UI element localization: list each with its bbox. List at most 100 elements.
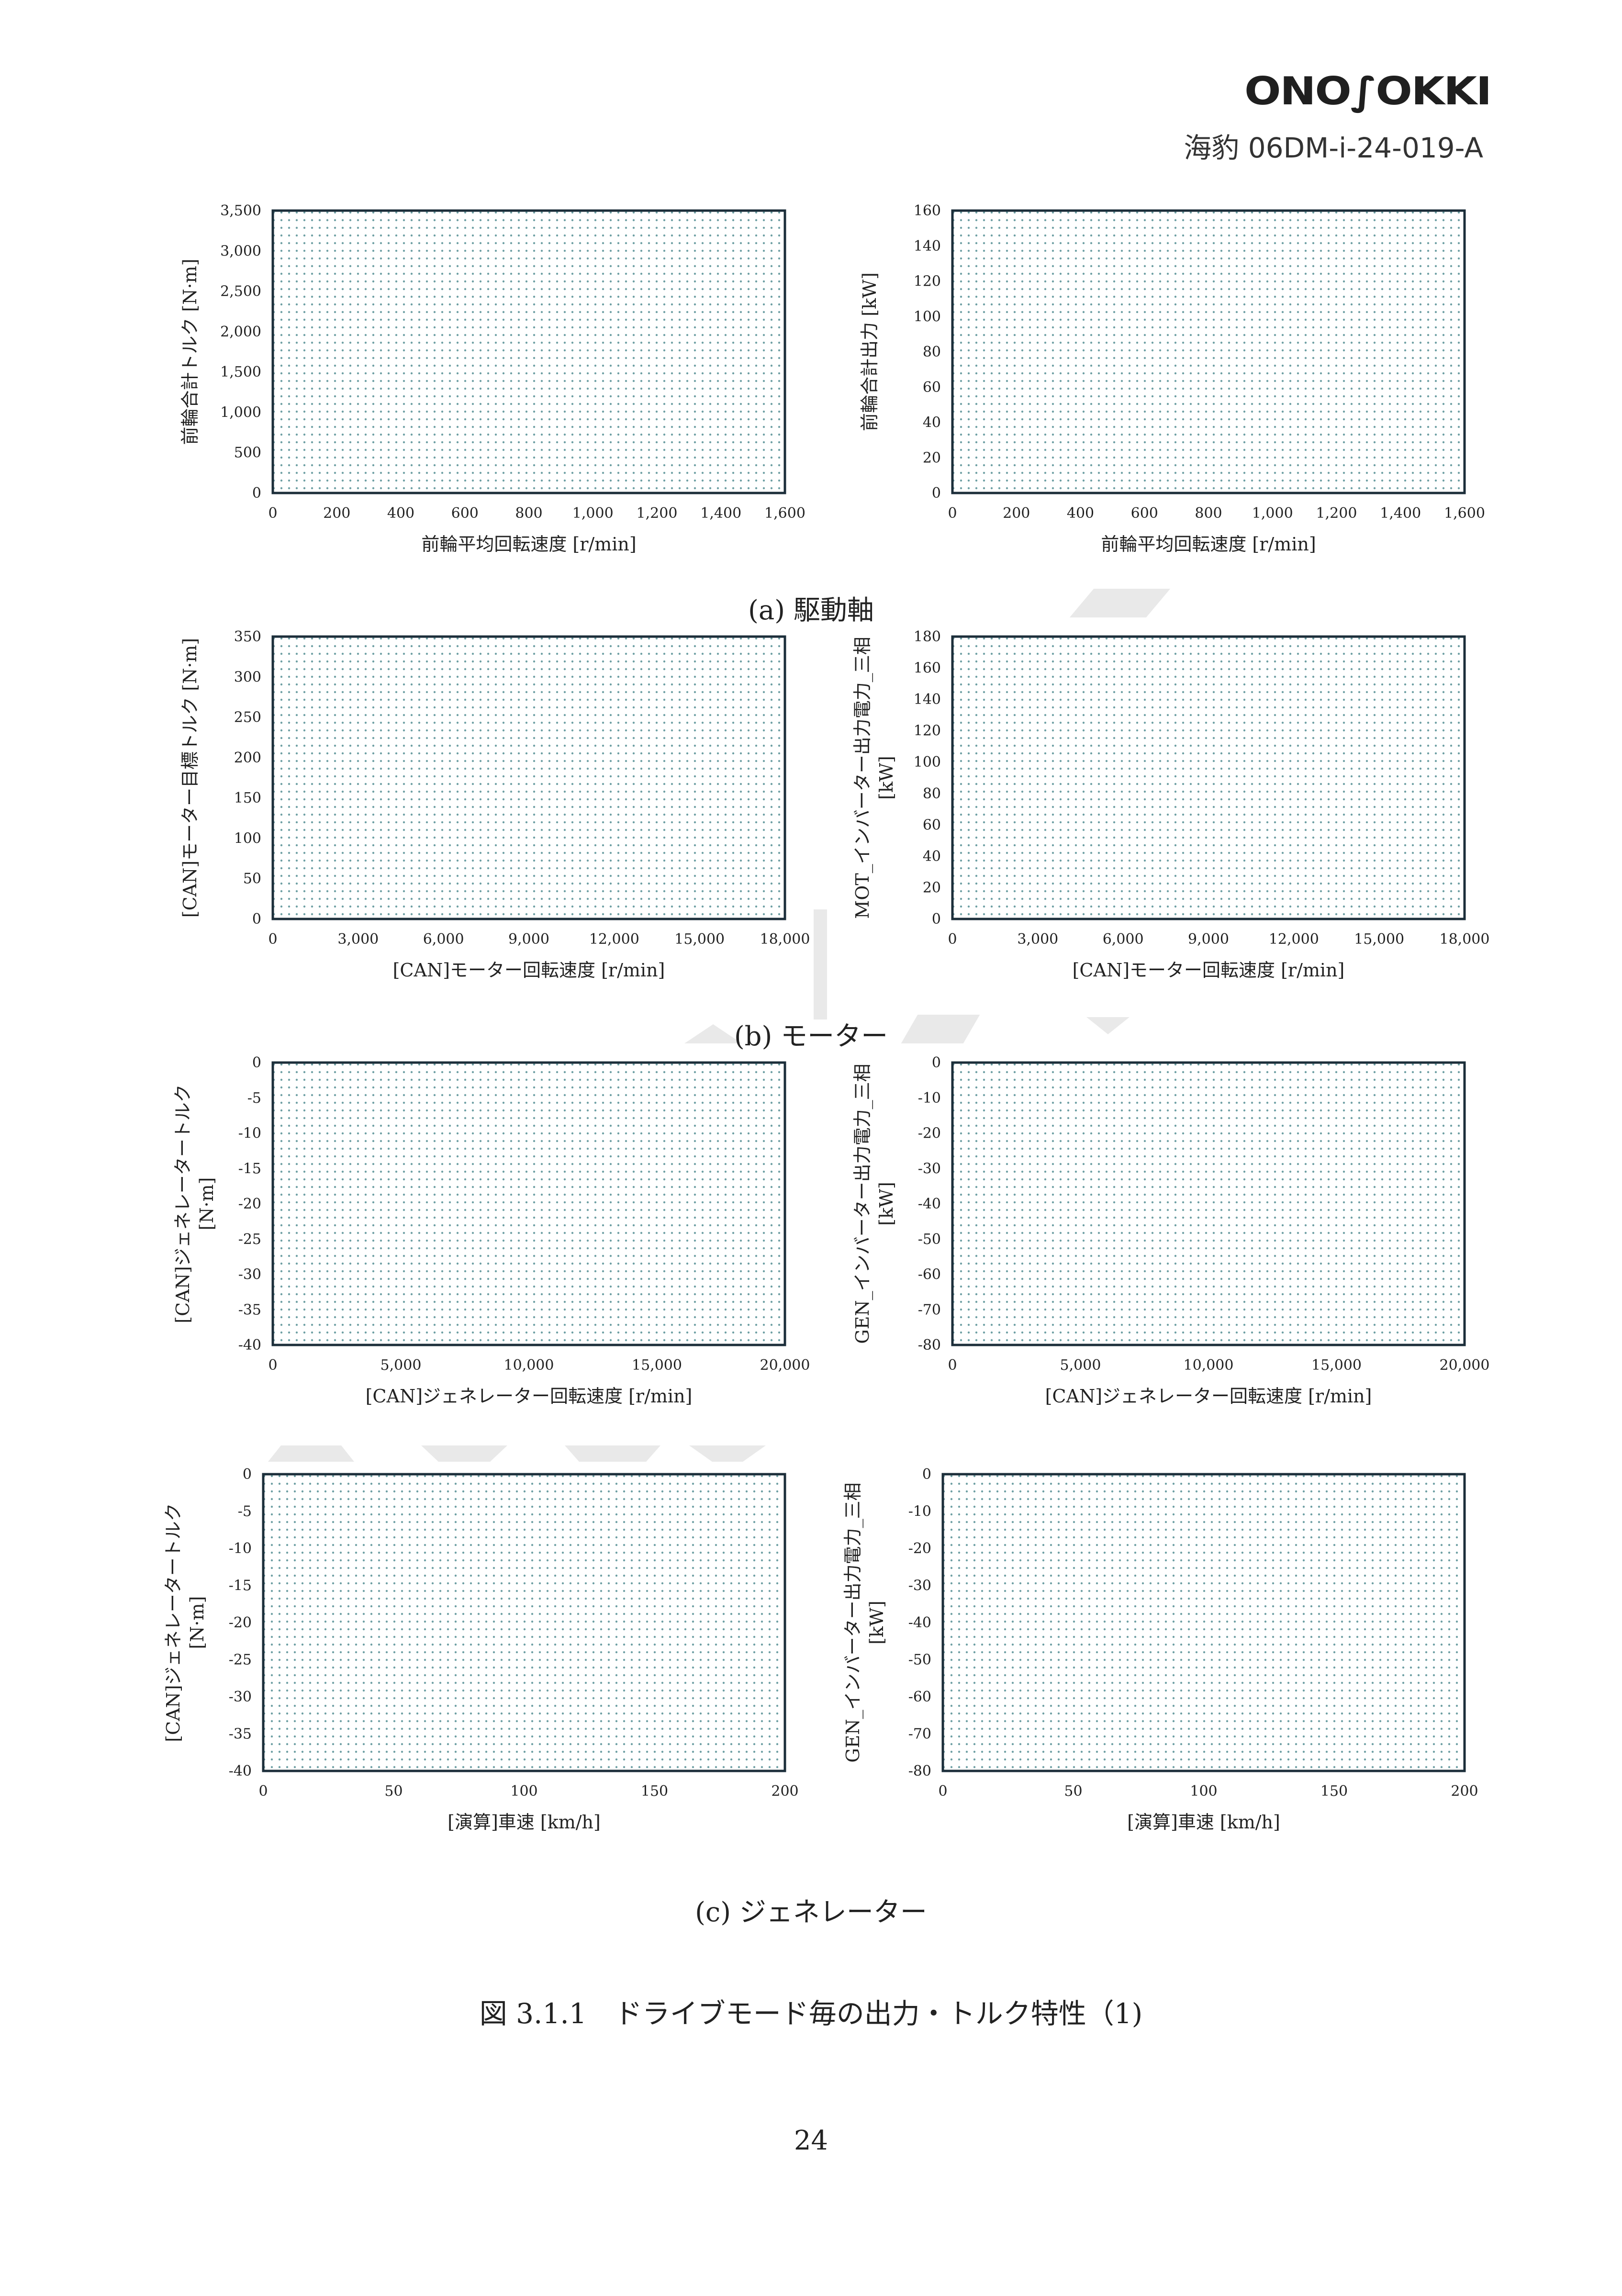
watermark-fragment	[565, 1445, 660, 1462]
y-tick-label: 150	[234, 790, 261, 806]
plot-area	[952, 211, 1465, 493]
y-tick-label: -60	[918, 1266, 941, 1283]
x-tick-label: 1,400	[700, 505, 741, 522]
y-tick-label: -80	[918, 1337, 941, 1354]
x-tick-label: 15,000	[674, 931, 725, 948]
y-axis-unit: [kW]	[866, 1601, 887, 1645]
chart-generator-torque-speed: 0 50 100 150 200 -40 -35 -30 -25 -20 -15 -10 -5 0 [演算]…	[153, 1465, 814, 1843]
x-tick-label: 3,000	[1017, 931, 1058, 948]
y-tick-label: 160	[914, 202, 941, 219]
chart-svg: 0 50 100 150 200 -80 -70 -60 -50 -40 -30 -20 -10 0 [演算…	[842, 1466, 1478, 1833]
y-tick-label: 100	[234, 830, 261, 847]
y-tick-label: 60	[923, 817, 941, 833]
y-tick-label: 0	[252, 485, 261, 502]
x-tick-label: 800	[515, 505, 542, 522]
watermark-fragment	[421, 1445, 507, 1462]
x-tick-label: 200	[771, 1783, 798, 1800]
y-tick-label: -15	[229, 1578, 252, 1594]
y-tick-label: 140	[914, 238, 941, 255]
x-tick-label: 100	[510, 1783, 537, 1800]
x-tick-label: 15,000	[632, 1357, 682, 1374]
y-axis-label: 前輪合計出力 [kW]	[859, 272, 880, 431]
x-tick-label: 15,000	[1354, 931, 1404, 948]
x-tick-label: 3,000	[337, 931, 379, 948]
x-tick-label: 1,600	[1444, 505, 1485, 522]
y-tick-label: 3,500	[220, 202, 261, 219]
plot-area	[273, 637, 785, 919]
svg-text:ONO∫OKKI: ONO∫OKKI	[1244, 69, 1491, 113]
y-tick-label: -60	[908, 1689, 931, 1705]
x-tick-label: 0	[938, 1783, 947, 1800]
x-tick-label: 9,000	[508, 931, 549, 948]
y-tick-label: -30	[908, 1578, 931, 1594]
x-tick-label: 20,000	[1440, 1357, 1490, 1374]
x-tick-label: 12,000	[589, 931, 639, 948]
y-tick-label: -40	[229, 1763, 252, 1780]
y-tick-label: -30	[918, 1160, 941, 1177]
y-tick-label: 100	[914, 754, 941, 771]
y-axis-unit: [N·m]	[196, 1177, 217, 1230]
x-tick-label: 10,000	[1184, 1357, 1234, 1374]
chart-svg: 0 50 100 150 200 -40 -35 -30 -25 -20 -15 -10 -5 0 [演算]…	[163, 1466, 799, 1833]
x-tick-label: 1,000	[1252, 505, 1293, 522]
y-tick-label: -15	[238, 1160, 261, 1177]
y-tick-label: 80	[923, 344, 941, 360]
x-axis-label: [CAN]モーター回転速度 [r/min]	[393, 960, 665, 981]
y-tick-label: -50	[908, 1652, 931, 1669]
y-tick-label: 0	[932, 911, 941, 928]
chart-generator-torque-rpm: 0 5,000 10,000 15,000 20,000 -40 -35 -30 -25 -20 -…	[163, 1053, 814, 1417]
x-tick-label: 0	[268, 1357, 277, 1374]
y-tick-label: -10	[229, 1540, 252, 1557]
y-axis-unit: [N·m]	[187, 1596, 208, 1649]
x-tick-label: 0	[268, 931, 277, 948]
caption-generator: (c) ジェネレーター	[695, 1897, 927, 1928]
x-tick-label: 6,000	[423, 931, 464, 948]
y-tick-label: 100	[914, 308, 941, 325]
y-tick-label: -25	[238, 1231, 261, 1248]
x-tick-label: 1,600	[764, 505, 805, 522]
y-tick-label: 60	[923, 379, 941, 396]
caption-drive-shaft: (a) 駆動軸	[748, 595, 874, 626]
plot-frame	[271, 635, 786, 920]
x-axis-label: 前輪平均回転速度 [r/min]	[1101, 534, 1316, 555]
chart-generator-power-rpm: 0 5,000 10,000 15,000 20,000 -80 -70 -60 -50 -40 -…	[842, 1053, 1493, 1417]
caption-motor: (b) モーター	[734, 1021, 888, 1052]
y-tick-label: 40	[923, 848, 941, 865]
y-tick-label: -20	[908, 1540, 931, 1557]
y-tick-label: 250	[234, 709, 261, 726]
y-axis-label: GEN_インバーター出力電力_三相	[842, 1482, 864, 1762]
chart-motor-torque: 0 3,000 6,000 9,000 12,000 15,000 18,000 0 50 100…	[163, 627, 814, 991]
x-axis-label: [CAN]ジェネレーター回転速度 [r/min]	[1045, 1386, 1372, 1407]
y-axis-label: 前輪合計トルク [N·m]	[179, 258, 201, 445]
x-axis-label: [CAN]モーター回転速度 [r/min]	[1073, 960, 1345, 981]
y-tick-label: 200	[234, 750, 261, 766]
y-axis-label: [CAN]ジェネレータートルク	[163, 1503, 184, 1742]
chart-svg: 0 3,000 6,000 9,000 12,000 15,000 18,000 0 50 100…	[179, 628, 810, 981]
y-axis-label: [CAN]モーター目標トルク [N·m]	[179, 638, 201, 918]
x-tick-label: 6,000	[1103, 931, 1144, 948]
x-axis-label: [CAN]ジェネレーター回転速度 [r/min]	[366, 1386, 693, 1407]
x-tick-label: 0	[948, 1357, 957, 1374]
chart-motor-power: 0 3,000 6,000 9,000 12,000 15,000 18,000 0 20 40 6…	[842, 627, 1493, 991]
x-tick-label: 1,200	[1316, 505, 1357, 522]
plot-frame	[951, 635, 1466, 920]
y-tick-label: 40	[923, 414, 941, 431]
y-tick-label: -25	[229, 1652, 252, 1669]
chart-generator-power-speed: 0 50 100 150 200 -80 -70 -60 -50 -40 -30 -20 -10 0 [演算…	[833, 1465, 1493, 1843]
y-tick-label: 50	[243, 871, 261, 887]
x-tick-label: 200	[1003, 505, 1030, 522]
y-tick-label: -20	[229, 1614, 252, 1631]
y-tick-label: -40	[238, 1337, 261, 1354]
y-tick-label: 2,500	[220, 283, 261, 300]
y-tick-label: 0	[252, 1054, 261, 1071]
y-tick-label: 20	[923, 449, 941, 466]
x-tick-label: 150	[641, 1783, 668, 1800]
y-tick-label: 1,000	[220, 404, 261, 421]
y-tick-label: -20	[238, 1196, 261, 1212]
x-tick-label: 18,000	[760, 931, 810, 948]
chart-front-torque: 0 200 400 600 800 1,000 1,200 1,400 1,600 0 500 1,0…	[163, 201, 814, 565]
y-axis-label: [CAN]ジェネレータートルク	[172, 1084, 193, 1323]
y-axis-unit: [kW]	[876, 756, 897, 800]
y-tick-label: 120	[914, 273, 941, 290]
x-tick-label: 1,000	[572, 505, 614, 522]
